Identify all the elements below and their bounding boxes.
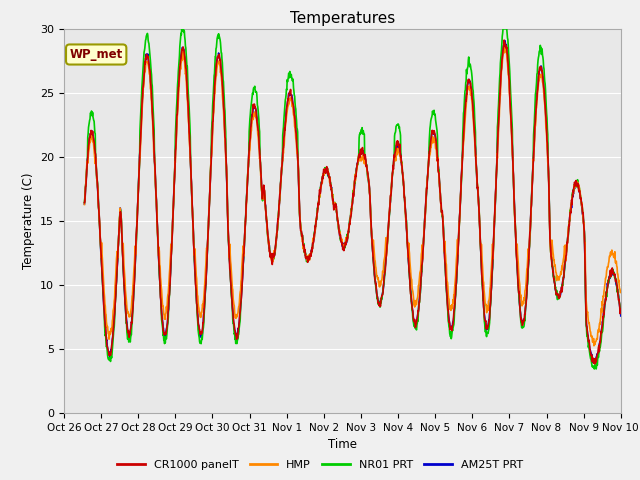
- CR1000 panelT: [500, 37, 508, 43]
- CR1000 panelT: [506, 99, 514, 105]
- Y-axis label: Temperature (C): Temperature (C): [22, 172, 35, 269]
- Line: NR01 PRT: NR01 PRT: [84, 29, 621, 369]
- NR01 PRT: [506, 79, 514, 84]
- NR01 PRT: [260, 185, 268, 191]
- CR1000 panelT: [81, 200, 88, 205]
- NR01 PRT: [591, 366, 598, 372]
- AM25T PRT: [436, 181, 444, 187]
- AM25T PRT: [260, 184, 268, 190]
- Line: AM25T PRT: AM25T PRT: [84, 41, 621, 363]
- HMP: [506, 102, 514, 108]
- HMP: [260, 183, 268, 189]
- CR1000 panelT: [187, 162, 195, 168]
- NR01 PRT: [200, 313, 208, 319]
- X-axis label: Time: Time: [328, 438, 357, 451]
- HMP: [554, 275, 561, 280]
- NR01 PRT: [187, 173, 195, 179]
- AM25T PRT: [200, 312, 207, 317]
- NR01 PRT: [617, 309, 625, 315]
- AM25T PRT: [81, 201, 88, 207]
- CR1000 panelT: [554, 292, 561, 298]
- HMP: [590, 343, 598, 348]
- HMP: [81, 202, 88, 207]
- CR1000 panelT: [260, 182, 268, 188]
- AM25T PRT: [554, 295, 561, 300]
- AM25T PRT: [617, 313, 625, 319]
- NR01 PRT: [81, 200, 88, 205]
- HMP: [436, 181, 444, 187]
- AM25T PRT: [506, 97, 514, 103]
- NR01 PRT: [554, 297, 561, 302]
- HMP: [187, 161, 195, 167]
- CR1000 panelT: [591, 361, 599, 367]
- HMP: [502, 43, 509, 48]
- CR1000 panelT: [200, 312, 207, 318]
- CR1000 panelT: [436, 184, 444, 190]
- NR01 PRT: [436, 185, 444, 191]
- Title: Temperatures: Temperatures: [290, 11, 395, 26]
- Legend: CR1000 panelT, HMP, NR01 PRT, AM25T PRT: CR1000 panelT, HMP, NR01 PRT, AM25T PRT: [113, 456, 527, 474]
- HMP: [200, 297, 207, 302]
- CR1000 panelT: [617, 307, 625, 312]
- Line: CR1000 panelT: CR1000 panelT: [84, 40, 621, 364]
- AM25T PRT: [187, 161, 195, 167]
- AM25T PRT: [501, 38, 509, 44]
- HMP: [617, 289, 625, 295]
- AM25T PRT: [589, 360, 597, 366]
- Line: HMP: HMP: [84, 46, 621, 346]
- Text: WP_met: WP_met: [70, 48, 123, 61]
- NR01 PRT: [178, 26, 186, 32]
